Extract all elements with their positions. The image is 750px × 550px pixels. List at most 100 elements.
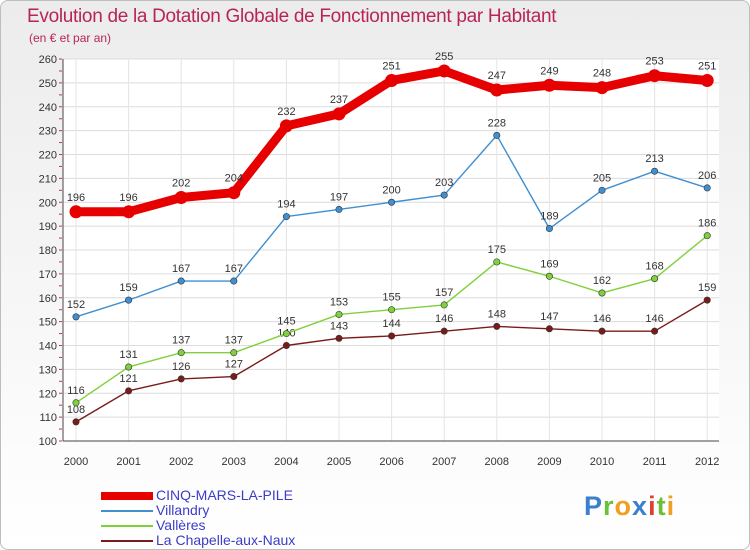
data-point xyxy=(335,310,343,318)
data-point xyxy=(598,289,606,297)
data-label: 146 xyxy=(593,313,611,325)
legend-label: Vallères xyxy=(156,517,206,533)
data-point xyxy=(493,322,501,330)
data-label: 155 xyxy=(382,292,400,304)
data-label: 253 xyxy=(645,56,663,68)
legend-item-cinq-mars: CINQ-MARS-LA-PILE xyxy=(101,487,361,503)
x-tick-label: 2011 xyxy=(643,456,667,468)
data-point xyxy=(703,296,711,304)
data-point xyxy=(125,296,133,304)
logo-letter: P xyxy=(584,491,604,521)
x-tick-label: 2006 xyxy=(379,456,403,468)
data-point xyxy=(542,78,556,92)
data-point xyxy=(122,205,136,219)
data-label: 153 xyxy=(330,296,348,308)
data-label: 137 xyxy=(172,335,190,347)
data-point xyxy=(598,186,606,194)
x-tick-label: 2010 xyxy=(590,456,614,468)
data-label: 196 xyxy=(67,192,85,204)
data-label: 251 xyxy=(382,60,400,72)
data-point xyxy=(545,225,553,233)
data-point xyxy=(388,332,396,340)
data-label: 126 xyxy=(172,361,190,373)
data-label: 146 xyxy=(435,313,453,325)
data-point xyxy=(174,190,188,204)
data-label: 159 xyxy=(698,282,716,294)
data-point xyxy=(335,205,343,213)
data-label: 131 xyxy=(119,349,137,361)
data-label: 213 xyxy=(645,153,663,165)
data-point xyxy=(385,73,399,87)
y-tick-label: 190 xyxy=(39,221,57,233)
data-point xyxy=(595,81,609,95)
data-point xyxy=(279,119,293,133)
data-point xyxy=(72,399,80,407)
data-label: 121 xyxy=(119,373,137,385)
data-label: 152 xyxy=(67,299,85,311)
data-point xyxy=(545,325,553,333)
data-label: 162 xyxy=(593,275,611,287)
x-tick-label: 2003 xyxy=(222,456,246,468)
data-point xyxy=(125,387,133,395)
data-label: 204 xyxy=(225,173,243,185)
y-tick-label: 200 xyxy=(39,197,57,209)
data-label: 143 xyxy=(330,320,348,332)
data-point xyxy=(598,327,606,335)
data-label: 203 xyxy=(435,177,453,189)
data-point xyxy=(648,69,662,83)
data-label: 205 xyxy=(593,172,611,184)
logo-letter: x xyxy=(632,491,649,521)
data-label: 127 xyxy=(225,359,243,371)
y-tick-label: 110 xyxy=(39,412,57,424)
logo-letter: t xyxy=(656,491,667,521)
data-label: 108 xyxy=(67,404,85,416)
y-tick-label: 150 xyxy=(39,317,57,329)
data-label: 228 xyxy=(488,117,506,129)
data-point xyxy=(177,349,185,357)
data-point xyxy=(230,349,238,357)
y-tick-label: 160 xyxy=(39,293,57,305)
data-point xyxy=(440,301,448,309)
data-label: 206 xyxy=(698,170,716,182)
data-point xyxy=(69,205,83,219)
data-point xyxy=(703,184,711,192)
data-point xyxy=(125,363,133,371)
y-tick-label: 180 xyxy=(39,245,57,257)
data-label: 200 xyxy=(382,184,400,196)
data-label: 175 xyxy=(488,244,506,256)
logo-letter: i xyxy=(648,491,657,521)
data-label: 137 xyxy=(225,335,243,347)
data-point xyxy=(440,191,448,199)
data-label: 159 xyxy=(119,282,137,294)
legend-swatch xyxy=(101,510,153,512)
data-point xyxy=(282,330,290,338)
data-point xyxy=(177,277,185,285)
data-point xyxy=(72,313,80,321)
data-label: 194 xyxy=(277,199,295,211)
y-tick-label: 120 xyxy=(39,388,57,400)
y-tick-label: 140 xyxy=(39,341,57,353)
data-point xyxy=(388,306,396,314)
x-tick-label: 2001 xyxy=(116,456,140,468)
data-point xyxy=(493,258,501,266)
logo-letter: o xyxy=(614,491,633,521)
y-tick-label: 210 xyxy=(39,173,57,185)
x-tick-label: 2004 xyxy=(274,456,298,468)
legend-item-valleres: Vallères xyxy=(101,517,361,533)
data-label: 145 xyxy=(277,316,295,328)
data-label: 116 xyxy=(67,385,85,397)
data-point xyxy=(230,373,238,381)
y-tick-label: 220 xyxy=(39,150,57,162)
data-point xyxy=(490,83,504,97)
chart-subtitle: (en € et par an) xyxy=(29,31,112,45)
data-label: 202 xyxy=(172,177,190,189)
data-label: 189 xyxy=(540,211,558,223)
data-label: 237 xyxy=(330,94,348,106)
data-point xyxy=(335,334,343,342)
y-tick-label: 170 xyxy=(39,269,57,281)
data-label: 169 xyxy=(540,258,558,270)
x-tick-label: 2000 xyxy=(64,456,88,468)
data-point xyxy=(230,277,238,285)
legend-label: La Chapelle-aux-Naux xyxy=(156,532,296,548)
